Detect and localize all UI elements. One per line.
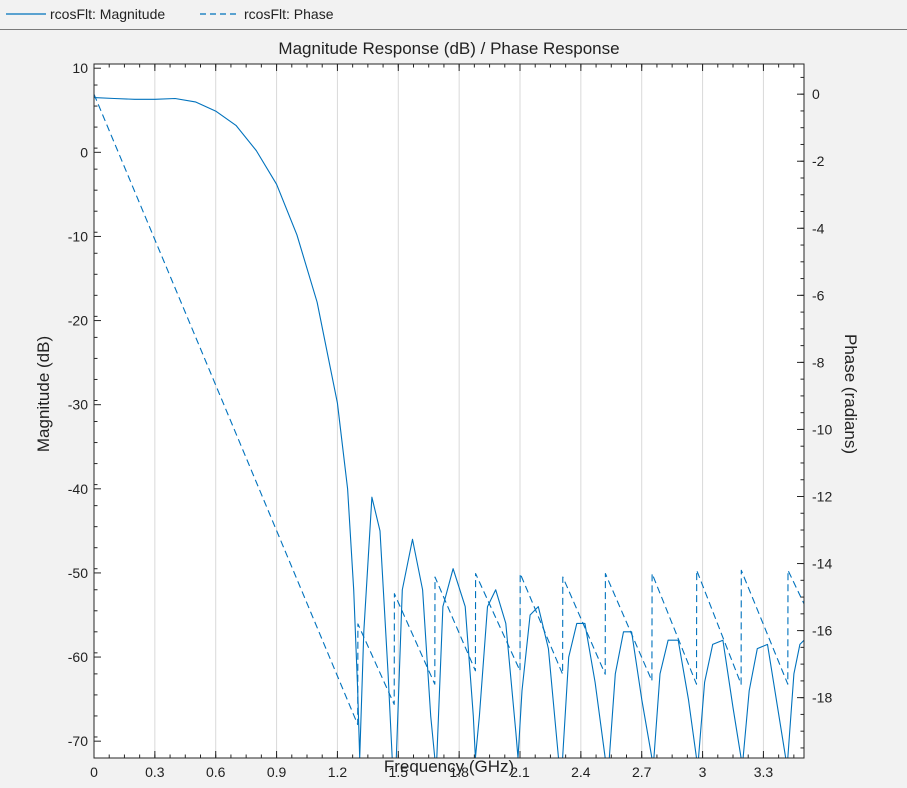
y-right-tick-label: 0 [812, 86, 820, 102]
y-left-tick-label: -60 [68, 649, 88, 665]
plot-area[interactable] [94, 64, 804, 758]
x-tick-label: 2.1 [510, 764, 530, 780]
legend-entry-phase[interactable]: rcosFlt: Phase [198, 5, 333, 23]
x-tick-label: 1.5 [389, 764, 409, 780]
magnitude-series-line[interactable] [93, 97, 805, 759]
x-tick-label: 1.8 [449, 764, 469, 780]
x-tick-label: 0 [90, 764, 98, 780]
x-tick-label: 3 [699, 764, 707, 780]
y-left-tick-label: 10 [72, 60, 88, 76]
ticks: 0 0.3 0.6 0.9 1.2 1.5 1.8 2.1 2.4 2.7 3 3.3 10 0 -10 -2… [68, 60, 833, 780]
y-left-tick-label: -40 [68, 481, 88, 497]
y-right-tick-label: -18 [812, 690, 832, 706]
x-tick-label: 0.6 [206, 764, 226, 780]
y-right-tick-label: -8 [812, 354, 825, 370]
y-right-tick-label: -2 [812, 153, 825, 169]
y-axis-label-right: Phase (radians) [841, 334, 860, 454]
legend-label-phase: rcosFlt: Phase [244, 6, 334, 22]
y-left-tick-label: -20 [68, 313, 88, 329]
chart-title: Magnitude Response (dB) / Phase Response [278, 39, 619, 58]
x-axis-label: Frequency (GHz) [384, 757, 514, 776]
legend: rcosFlt: Magnitude rcosFlt: Phase [0, 0, 907, 30]
x-tick-label: 3.3 [754, 764, 774, 780]
y-right-tick-label: -10 [812, 421, 832, 437]
y-left-tick-label: 0 [80, 144, 88, 160]
x-tick-label: 2.4 [571, 764, 591, 780]
y-right-tick-label: -4 [812, 220, 825, 236]
y-right-tick-label: -12 [812, 488, 832, 504]
y-left-tick-label: -50 [68, 565, 88, 581]
y-right-tick-label: -14 [812, 556, 832, 572]
phase-series-line[interactable] [93, 93, 805, 726]
axes-box [93, 63, 805, 759]
dashed-line-swatch-icon [200, 13, 240, 15]
x-tick-label: 0.9 [267, 764, 287, 780]
legend-entry-magnitude[interactable]: rcosFlt: Magnitude [4, 5, 165, 23]
y-right-tick-label: -16 [812, 623, 832, 639]
y-left-tick-label: -70 [68, 733, 88, 749]
series-layer [93, 93, 805, 759]
x-tick-label: 1.2 [328, 764, 348, 780]
y-axis-label-left: Magnitude (dB) [34, 336, 53, 452]
y-right-tick-label: -6 [812, 287, 825, 303]
legend-label-magnitude: rcosFlt: Magnitude [50, 6, 166, 22]
chart[interactable]: 0 0.3 0.6 0.9 1.2 1.5 1.8 2.1 2.4 2.7 3 3.3 10 0 -10 -2… [0, 30, 907, 788]
y-left-tick-label: -30 [68, 397, 88, 413]
x-tick-label: 0.3 [145, 764, 165, 780]
x-tick-label: 2.7 [632, 764, 652, 780]
y-left-tick-label: -10 [68, 228, 88, 244]
solid-line-swatch-icon [6, 13, 46, 15]
